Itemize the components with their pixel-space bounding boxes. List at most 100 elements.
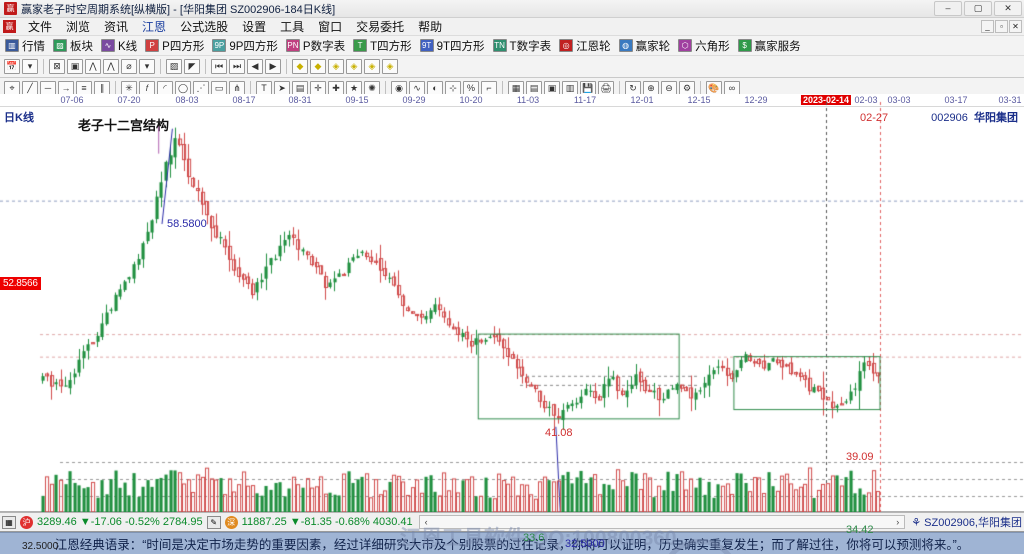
dropdown-caret-icon[interactable]: ▾ xyxy=(139,59,155,74)
toolbar-button-hexagon[interactable]: ⬡ 六角形 xyxy=(676,38,735,54)
toolbar-separator xyxy=(286,59,287,74)
navigation-toolbar: 📅 ▾ ⊠ ▣ ⋀ ⋀ ⌀ ▾ ▨ ◤ ⏮ ⏭ ◀ ▶ ◆ ◆ ◈ ◈ ◈ ◈ xyxy=(0,56,1024,78)
toolbar-button-sector[interactable]: ▨ 板块 xyxy=(51,38,98,54)
diamond1-icon[interactable]: ◆ xyxy=(292,59,308,74)
doc-close-button[interactable]: ✕ xyxy=(1009,20,1022,33)
toolbar-button-winner-wheel[interactable]: ◍ 赢家轮 xyxy=(617,38,676,54)
grid-icon[interactable]: ▦ xyxy=(2,515,16,529)
next-icon[interactable]: ▶ xyxy=(265,59,281,74)
prev-icon[interactable]: ◀ xyxy=(247,59,263,74)
toolbar-button-9t-square[interactable]: 9T 9T四方形 xyxy=(418,38,490,54)
calendar-icon[interactable]: 📅 xyxy=(4,59,20,74)
cycle-icon[interactable]: ◐ xyxy=(427,81,443,96)
copy-icon[interactable]: ▣ xyxy=(67,59,83,74)
toolbar-button-gann-wheel[interactable]: ◎ 江恩轮 xyxy=(557,38,616,54)
pen-icon[interactable]: ✎ xyxy=(206,515,221,529)
menu-item-file[interactable]: 文件 xyxy=(28,20,53,34)
book-icon[interactable]: ▤ xyxy=(526,81,542,96)
ticker-text: 江恩经典语录：“时间是决定市场走势的重要因素，经过详细研究大市及个别股票的过往记… xyxy=(54,538,970,552)
menu-item-browse[interactable]: 浏览 xyxy=(66,20,91,34)
hexagon-icon: ⬡ xyxy=(678,39,693,52)
menu-item-window[interactable]: 窗口 xyxy=(318,20,343,34)
box-top-label-39: 39.09 xyxy=(846,451,874,463)
doc-minimize-button[interactable]: _ xyxy=(981,20,994,33)
diamond2-icon[interactable]: ◆ xyxy=(310,59,326,74)
toolbar-button-kline[interactable]: ∿ K线 xyxy=(99,38,142,54)
toolbar-label: 板块 xyxy=(70,40,93,53)
diamond5-icon[interactable]: ◈ xyxy=(364,59,380,74)
toolbar-separator xyxy=(160,59,161,74)
index-shenzhen[interactable]: 11887.25 ▼-81.35 -0.68% 4030.41 xyxy=(242,516,413,528)
status-stock-info[interactable]: ⚘ SZ002906,华阳集团 xyxy=(911,514,1022,530)
diamond4-icon[interactable]: ◈ xyxy=(346,59,362,74)
menu-item-tools[interactable]: 工具 xyxy=(280,20,305,34)
index2-amount: 4030.41 xyxy=(372,516,413,528)
menu-item-gann[interactable]: 江恩 xyxy=(142,20,167,34)
toolbar-label: P数字表 xyxy=(302,40,346,53)
toolbar-button-quotes[interactable]: ▥ 行情 xyxy=(3,38,50,54)
candlestick-canvas[interactable] xyxy=(0,94,1024,512)
menu-item-settings[interactable]: 设置 xyxy=(242,20,267,34)
chart-area[interactable]: 07-0607-2008-0308-1708-3109-1509-2910-20… xyxy=(0,94,1024,554)
toolbar-label: 行情 xyxy=(22,40,45,53)
grid-icon[interactable]: ▨ xyxy=(166,59,182,74)
scroll-right-icon[interactable]: › xyxy=(896,517,900,527)
menu-item-news[interactable]: 资讯 xyxy=(104,20,129,34)
toolbar-button-p-number-table[interactable]: PN P数字表 xyxy=(284,38,350,54)
menu-item-formula-screen[interactable]: 公式选股 xyxy=(180,20,229,34)
indicator2-icon[interactable]: ⋀ xyxy=(103,59,119,74)
document-controls: _ ▫ ✕ xyxy=(981,20,1022,33)
first-page-icon[interactable]: ⏮ xyxy=(211,59,227,74)
toolbar-button-winner-service[interactable]: $ 赢家服务 xyxy=(736,38,806,54)
last-page-icon[interactable]: ⏭ xyxy=(229,59,245,74)
index-shanghai[interactable]: 3289.46 ▼-17.06 -0.52% 2784.95 xyxy=(37,516,203,528)
menu-app-logo-icon: 赢 xyxy=(3,20,16,33)
box-bottom-label-33: 33.6 xyxy=(523,532,545,544)
peak-label-58: 58.5800 xyxy=(167,218,207,230)
window-controls: – ▢ ✕ xyxy=(934,1,1022,16)
window-title: 赢家老子时空周期系统[纵横版] - [华阳集团 SZ002906-184日K线] xyxy=(21,3,336,16)
toolbar-label: 赢家服务 xyxy=(754,40,801,53)
indicator-icon[interactable]: ⋀ xyxy=(85,59,101,74)
index1-value: 3289.46 xyxy=(37,516,77,528)
minimize-button[interactable]: – xyxy=(934,1,962,16)
quotes-icon: ▥ xyxy=(5,39,19,52)
close-button[interactable]: ✕ xyxy=(994,1,1022,16)
flag-icon[interactable]: ◤ xyxy=(184,59,200,74)
toolbar-label: T四方形 xyxy=(370,40,412,53)
print-icon[interactable]: 🖨 xyxy=(598,81,614,96)
sector-icon: ▨ xyxy=(53,39,67,52)
price-badge: 52.8566 xyxy=(0,277,41,290)
toolbar-label: 江恩轮 xyxy=(576,40,611,53)
menu-item-help[interactable]: 帮助 xyxy=(418,20,443,34)
toolbar-label: T数字表 xyxy=(509,40,552,53)
toolbar-button-9p-square[interactable]: 9P 9P四方形 xyxy=(210,38,283,54)
diamond6-icon[interactable]: ◈ xyxy=(382,59,398,74)
note-icon[interactable]: ▤ xyxy=(292,81,308,96)
p-square-icon: P xyxy=(145,39,160,52)
toolbar-button-p-square[interactable]: P P四方形 xyxy=(143,38,209,54)
toolbar-button-t-square[interactable]: T T四方形 xyxy=(351,38,417,54)
toolbar-button-t-number-table[interactable]: TN T数字表 xyxy=(491,38,557,54)
toolbar-separator xyxy=(43,59,44,74)
index2-value: 11887.25 xyxy=(241,516,287,528)
status-scrollbar[interactable]: ‹ › xyxy=(418,515,906,529)
crosshair-icon[interactable]: ⊠ xyxy=(49,59,65,74)
dropdown-caret-icon[interactable]: ▾ xyxy=(22,59,38,74)
title-bar: 赢 赢家老子时空周期系统[纵横版] - [华阳集团 SZ002906-184日K… xyxy=(0,0,1024,18)
gann-box-icon[interactable]: ▭ xyxy=(211,81,227,96)
doc-restore-button[interactable]: ▫ xyxy=(995,20,1008,33)
9p-square-icon: 9P xyxy=(212,39,227,52)
table-icon[interactable]: ▦ xyxy=(508,81,524,96)
scroll-left-icon[interactable]: ‹ xyxy=(424,517,428,527)
menu-item-trade[interactable]: 交易委托 xyxy=(356,20,405,34)
maximize-button[interactable]: ▢ xyxy=(964,1,992,16)
status-stock-label: SZ002906,华阳集团 xyxy=(924,517,1022,529)
star-icon[interactable]: ★ xyxy=(346,81,362,96)
toolbar-label: 9P四方形 xyxy=(229,40,278,53)
axis-label: 32.5000 xyxy=(22,541,59,552)
diamond3-icon[interactable]: ◈ xyxy=(328,59,344,74)
gann-wheel-icon: ◎ xyxy=(559,39,574,52)
percent-icon[interactable]: % xyxy=(463,81,479,96)
pin-icon[interactable]: ⌀ xyxy=(121,59,137,74)
